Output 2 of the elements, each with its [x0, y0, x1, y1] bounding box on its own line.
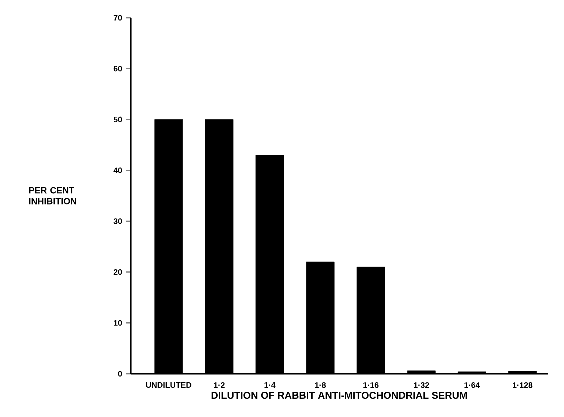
x-axis-title: DILUTION OF RABBIT ANTI-MITOCHONDRIAL SERUM — [212, 392, 468, 400]
y-axis-title: PER CENT INHIBITION — [29, 187, 76, 205]
